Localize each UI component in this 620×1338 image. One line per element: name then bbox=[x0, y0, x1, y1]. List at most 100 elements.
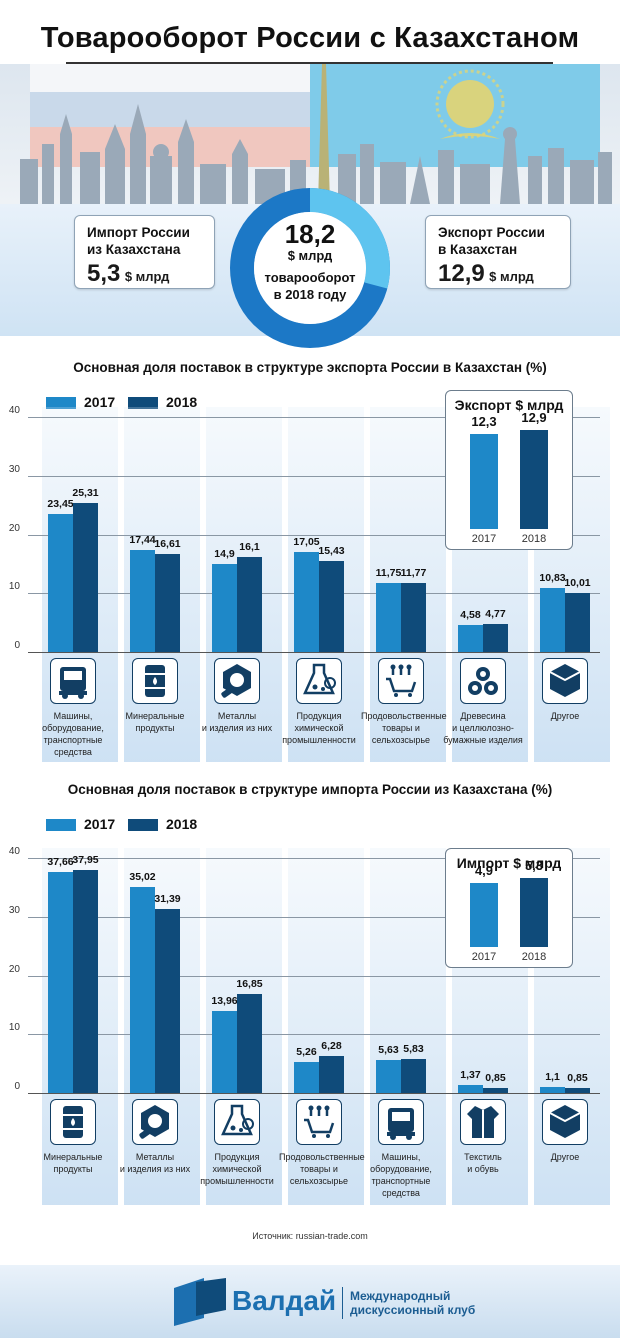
brand-subtitle-line1: Международный bbox=[350, 1289, 451, 1303]
category-label-line: транспортные bbox=[371, 1176, 431, 1186]
cube-icon bbox=[542, 1099, 588, 1145]
bar-2017 bbox=[540, 1086, 565, 1093]
bar-value-label: 17,05 bbox=[293, 535, 320, 548]
bar-2017 bbox=[130, 549, 155, 652]
metal-nut-icon bbox=[214, 658, 260, 704]
bar-value-label: 4,77 bbox=[485, 607, 506, 620]
category-column-bg bbox=[124, 848, 200, 1205]
export-inset: Экспорт $ млрд 12,3 2017 12,9 2018 bbox=[445, 390, 573, 550]
legend-swatch-2017 bbox=[46, 819, 76, 832]
category-label-line: Минеральные bbox=[43, 1152, 103, 1162]
bar-value-label: 25,31 bbox=[72, 487, 99, 500]
bar-2017 bbox=[48, 514, 73, 652]
bar-2017 bbox=[48, 871, 73, 1093]
category-label: Текстиль и обувь bbox=[443, 1151, 523, 1175]
bar-2018 bbox=[483, 623, 508, 652]
truck-icon bbox=[378, 1099, 424, 1145]
category-label-line: Металлы bbox=[135, 1152, 175, 1162]
category-column-bg bbox=[452, 407, 528, 762]
gridline bbox=[28, 652, 600, 653]
inset-value-label: 4,9 bbox=[474, 863, 494, 879]
bar-2018 bbox=[401, 1058, 426, 1093]
inset-value-label: 5,3 bbox=[524, 858, 544, 874]
bar-2017 bbox=[376, 582, 401, 652]
skyline-illustration bbox=[0, 64, 620, 204]
import-unit: $ млрд bbox=[124, 269, 170, 284]
oil-barrel-icon bbox=[132, 658, 178, 704]
y-tick-label: 10 bbox=[8, 1022, 20, 1034]
legend-label-2018: 2018 bbox=[166, 394, 198, 410]
bar-2017 bbox=[458, 1084, 483, 1093]
category-label-line: Машины, bbox=[53, 711, 93, 721]
export-callout: Экспорт России в Казахстан 12,9 $ млрд bbox=[425, 215, 571, 289]
bar-2017 bbox=[376, 1059, 401, 1093]
category-label-line: Продукция bbox=[214, 1152, 260, 1162]
timber-logs-icon bbox=[460, 658, 506, 704]
import-label-line2: из Казахстана bbox=[87, 242, 181, 257]
legend-swatch-2018 bbox=[128, 819, 158, 832]
footer bbox=[0, 1265, 620, 1338]
category-column-bg bbox=[534, 848, 610, 1205]
export-legend-2017: 2017 bbox=[46, 394, 115, 410]
category-label: Металлы и изделия из них bbox=[197, 710, 277, 734]
y-tick-label: 40 bbox=[8, 846, 20, 857]
bar-2018 bbox=[73, 503, 98, 652]
bar-2017 bbox=[294, 551, 319, 652]
total-line1: товарооборот bbox=[264, 270, 356, 285]
bar-value-label: 16,61 bbox=[154, 538, 181, 551]
legend-swatch-2017 bbox=[46, 397, 76, 410]
bar-value-label: 6,28 bbox=[321, 1040, 342, 1053]
bar-value-label: 0,85 bbox=[485, 1072, 506, 1084]
category-label: Продукция химической промышленности bbox=[279, 710, 359, 746]
gridline bbox=[28, 916, 600, 918]
page-title: Товарооборот России с Казахстаном bbox=[40, 22, 580, 54]
export-label-line1: Экспорт России bbox=[438, 225, 545, 240]
category-label-line: Текстиль bbox=[464, 1152, 502, 1162]
inset-bar-2017 bbox=[470, 883, 498, 947]
category-label-line: Продовольственные bbox=[279, 1152, 365, 1162]
category-label-line: сельхозсырье bbox=[371, 735, 431, 745]
title-divider bbox=[66, 62, 553, 64]
metal-nut-icon bbox=[132, 1099, 178, 1145]
cube-icon bbox=[542, 658, 588, 704]
legend-swatch-2018 bbox=[128, 397, 158, 410]
category-column-bg bbox=[42, 407, 118, 762]
category-label-line: оборудование, bbox=[42, 723, 104, 733]
y-tick-label: 0 bbox=[14, 640, 20, 651]
import-legend-2017: 2017 bbox=[46, 816, 115, 832]
bar-2017 bbox=[540, 588, 565, 652]
chemistry-flask-icon bbox=[214, 1099, 260, 1145]
gridline bbox=[28, 1034, 600, 1036]
turnover-donut bbox=[230, 188, 390, 348]
bar-value-label: 17,44 bbox=[129, 533, 156, 546]
gridline bbox=[28, 975, 600, 977]
bar-2018 bbox=[237, 557, 262, 652]
gridline bbox=[28, 475, 600, 477]
category-label-line: продукты bbox=[135, 723, 175, 733]
import-callout: Импорт России из Казахстана 5,3 $ млрд bbox=[74, 215, 215, 289]
bar-2018 bbox=[319, 561, 344, 652]
bar-2018 bbox=[483, 1088, 508, 1093]
category-label-line: средства bbox=[382, 1188, 420, 1198]
bar-value-label: 16,1 bbox=[239, 541, 260, 554]
y-tick-label: 40 bbox=[8, 405, 20, 416]
category-column-bg bbox=[124, 407, 200, 762]
inset-year-label: 2018 bbox=[521, 533, 547, 545]
category-label-line: промышленности bbox=[282, 735, 356, 745]
bar-2017 bbox=[212, 564, 237, 652]
category-label: Машины, оборудование, транспортные средства bbox=[361, 1151, 441, 1199]
category-label-line: Машины, bbox=[381, 1152, 421, 1162]
import-inset: Импорт $ млрд 4,9 2017 5,3 2018 bbox=[445, 848, 573, 968]
inset-year-label: 2017 bbox=[471, 533, 497, 545]
category-label-line: Продукция bbox=[296, 711, 342, 721]
inset-title: Экспорт $ млрд bbox=[454, 397, 564, 413]
bar-2018 bbox=[155, 908, 180, 1093]
inset-bar-2018 bbox=[520, 429, 548, 529]
y-tick-label: 10 bbox=[8, 581, 20, 593]
gridline bbox=[28, 1093, 600, 1094]
total-value: 18,2 bbox=[284, 219, 336, 249]
brand-name: Валдай bbox=[232, 1285, 337, 1316]
export-legend-2018: 2018 bbox=[128, 394, 197, 410]
bar-2018 bbox=[73, 870, 98, 1093]
inset-year-label: 2017 bbox=[471, 951, 497, 963]
